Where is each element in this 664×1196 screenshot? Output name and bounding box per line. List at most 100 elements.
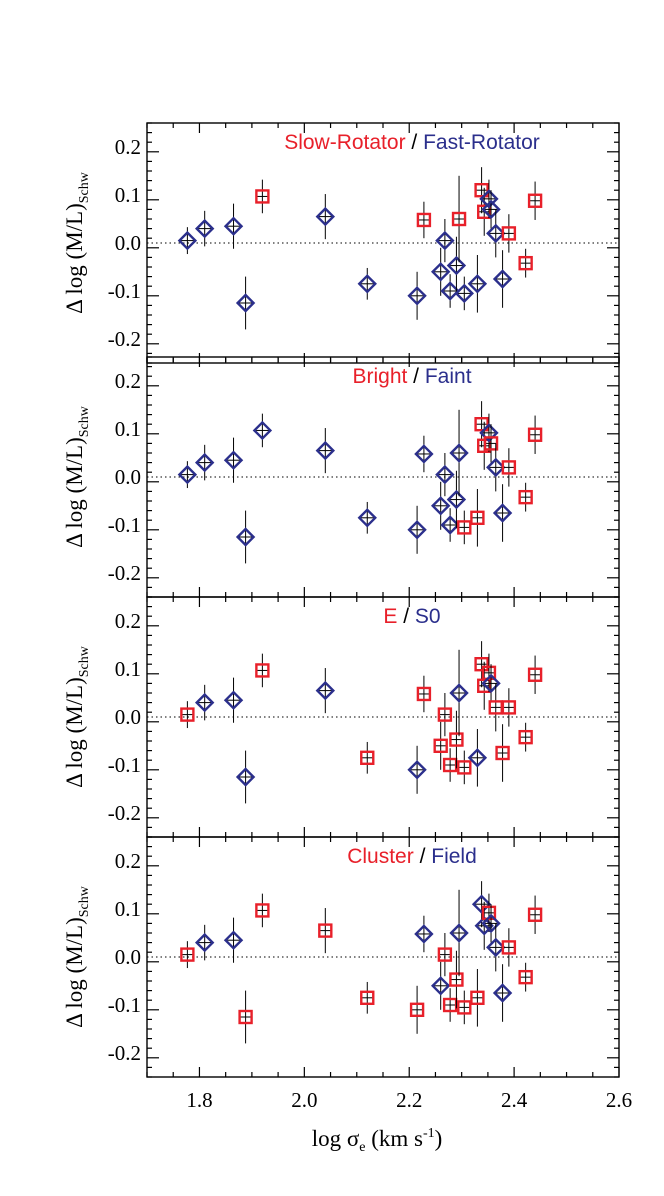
panel-2: -0.2 -0.1 0.0 0.1 0.2 Δ log (M/L)Schw Bright /… [62,356,620,598]
marker-square [470,510,485,525]
data-point [470,969,485,1027]
panel-4: -0.2 -0.1 0.0 0.1 0.2 Δ log (M/L)Schw Cluster … [62,836,620,1078]
marker-diamond [223,690,244,710]
x-axis-label: log σe (km s-1) [312,1126,443,1155]
data-point [501,928,517,967]
data-point [357,267,377,300]
marker-diamond [467,748,488,768]
marker-square [518,729,533,745]
marker-diamond [440,515,460,535]
data-point [501,214,517,253]
legend-sep: / [407,365,425,388]
legend-red: Bright [352,365,407,388]
data-point [416,201,432,239]
marker-diamond [449,683,469,703]
marker-square [238,1009,253,1025]
legend-red: Slow-Rotator [284,131,405,154]
data-point [177,461,198,489]
y-tick-label: -0.1 [108,753,141,777]
legend-blue: Faint [425,365,472,388]
data-point [527,895,543,934]
legend-blue: Fast-Rotator [423,131,540,154]
data-point [223,437,244,483]
data-point [449,649,469,737]
panel-3: -0.2 -0.1 0.0 0.1 0.2 Δ log (M/L)Schw E / S0 [62,596,620,838]
data-point [177,227,198,255]
data-point [481,190,501,229]
marker-diamond [315,206,336,227]
data-point [467,255,488,313]
data-point [407,745,427,794]
y-tick-label: -0.1 [108,513,141,537]
data-point [235,750,256,804]
y-tick-label: 0.2 [115,369,141,393]
panels: -0.2-0.10.00.10.2Δ log (M/L)SchwSlow-Rot… [62,122,620,1078]
data-point [255,893,270,928]
marker-diamond [430,496,451,516]
legend-blue: Field [431,845,477,868]
y-axis-label-sub: Schw [77,405,92,437]
data-point [180,701,195,729]
data-point [430,247,451,296]
y-axis-label-sub: Schw [77,885,92,917]
data-point [449,889,469,977]
data-point [446,470,467,529]
marker-diamond [194,932,215,953]
marker-diamond [177,464,198,485]
data-point [492,250,513,308]
marker-diamond [467,274,488,294]
data-point [360,981,375,1014]
data-point [486,209,506,258]
y-tick-label: 0.2 [115,609,141,633]
data-point [238,990,253,1044]
y-axis-label-sub: Schw [77,171,92,203]
marker-square [360,990,375,1005]
legend: E / S0 [383,605,440,628]
y-tick-label: -0.1 [108,279,141,303]
data-point [501,688,517,727]
data-point [481,904,501,943]
marker-square [437,707,453,722]
y-tick-label: 0.0 [115,945,141,969]
marker-square [501,460,517,475]
legend: Cluster / Field [347,845,477,868]
data-point [449,710,464,769]
data-point [414,435,434,473]
data-point [492,964,513,1022]
y-tick-label: -0.1 [108,993,141,1017]
data-point [407,505,427,554]
data-point [527,655,543,694]
x-axis-label-sub: e [359,1140,365,1155]
data-point [235,276,256,330]
marker-diamond [357,274,377,294]
marker-square [449,972,464,987]
data-point [360,741,375,774]
y-axis-label-main: Δ log (M/L) [62,203,87,314]
y-tick-label: 0.0 [115,705,141,729]
data-point [527,181,543,220]
marker-diamond [235,293,256,313]
x-tick-label: 2.6 [606,1088,632,1112]
marker-diamond [471,894,492,914]
marker-diamond [492,983,513,1003]
marker-diamond [486,223,506,244]
y-tick-label: -0.2 [108,327,141,351]
data-point [442,988,458,1022]
marker-diamond [479,423,499,443]
marker-diamond [194,218,215,239]
marker-diamond [481,673,501,694]
marker-diamond [454,283,474,304]
y-axis-label-sub: Schw [77,645,92,677]
data-point [223,203,244,249]
data-point [437,693,453,737]
marker-square [527,667,543,682]
data-point [479,179,499,219]
marker-diamond [492,269,513,289]
data-point [457,990,472,1025]
marker-square [457,520,472,535]
legend: Bright / Faint [352,365,471,388]
marker-diamond [492,503,513,523]
marker-diamond [414,924,434,944]
data-point [255,179,270,214]
data-point [194,210,215,247]
